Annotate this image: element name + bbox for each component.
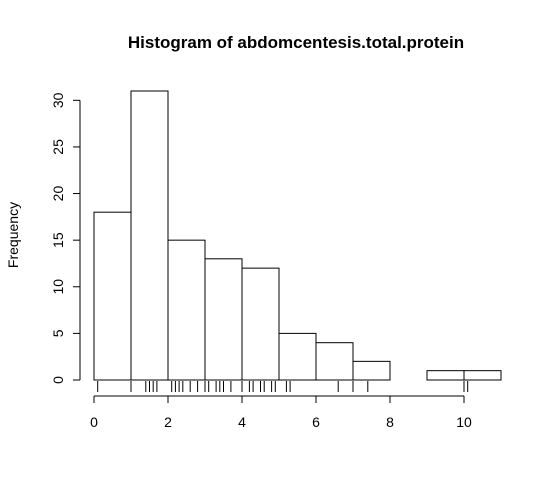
histogram-bar-6-7 bbox=[315, 342, 354, 381]
x-tick-label: 8 bbox=[386, 414, 394, 430]
x-tick-label: 10 bbox=[456, 414, 472, 430]
histogram-bar-7-8 bbox=[352, 360, 391, 381]
y-axis-label: Frequency bbox=[5, 202, 21, 268]
y-tick-label: 30 bbox=[50, 92, 66, 108]
histogram-bar-0-1 bbox=[93, 211, 132, 381]
x-tick-label: 6 bbox=[312, 414, 320, 430]
histogram-bar-1-2 bbox=[130, 90, 169, 381]
y-tick-label: 5 bbox=[50, 329, 66, 337]
y-tick-label: 0 bbox=[50, 376, 66, 384]
y-tick-label: 15 bbox=[50, 232, 66, 248]
y-tick-label: 10 bbox=[50, 279, 66, 295]
histogram-bar-4-5 bbox=[241, 267, 280, 381]
histogram-bar-10-11 bbox=[463, 370, 502, 381]
histogram-bar-9-10 bbox=[426, 370, 465, 381]
histogram-bar-3-4 bbox=[204, 258, 243, 381]
y-tick-label: 25 bbox=[50, 139, 66, 155]
histogram-bar-2-3 bbox=[167, 239, 206, 381]
rug-group bbox=[97, 381, 469, 392]
bars-group bbox=[93, 90, 502, 381]
histogram-bar-5-6 bbox=[278, 332, 317, 381]
y-tick-label: 20 bbox=[50, 186, 66, 202]
x-tick-label: 4 bbox=[238, 414, 246, 430]
x-tick-label: 0 bbox=[90, 414, 98, 430]
chart-title: Histogram of abdomcentesis.total.protein bbox=[128, 33, 464, 52]
y-axis: 0 5 10 15 20 25 30 bbox=[50, 92, 81, 384]
x-tick-label: 2 bbox=[164, 414, 172, 430]
x-axis: 0 2 4 6 8 10 bbox=[90, 395, 472, 430]
